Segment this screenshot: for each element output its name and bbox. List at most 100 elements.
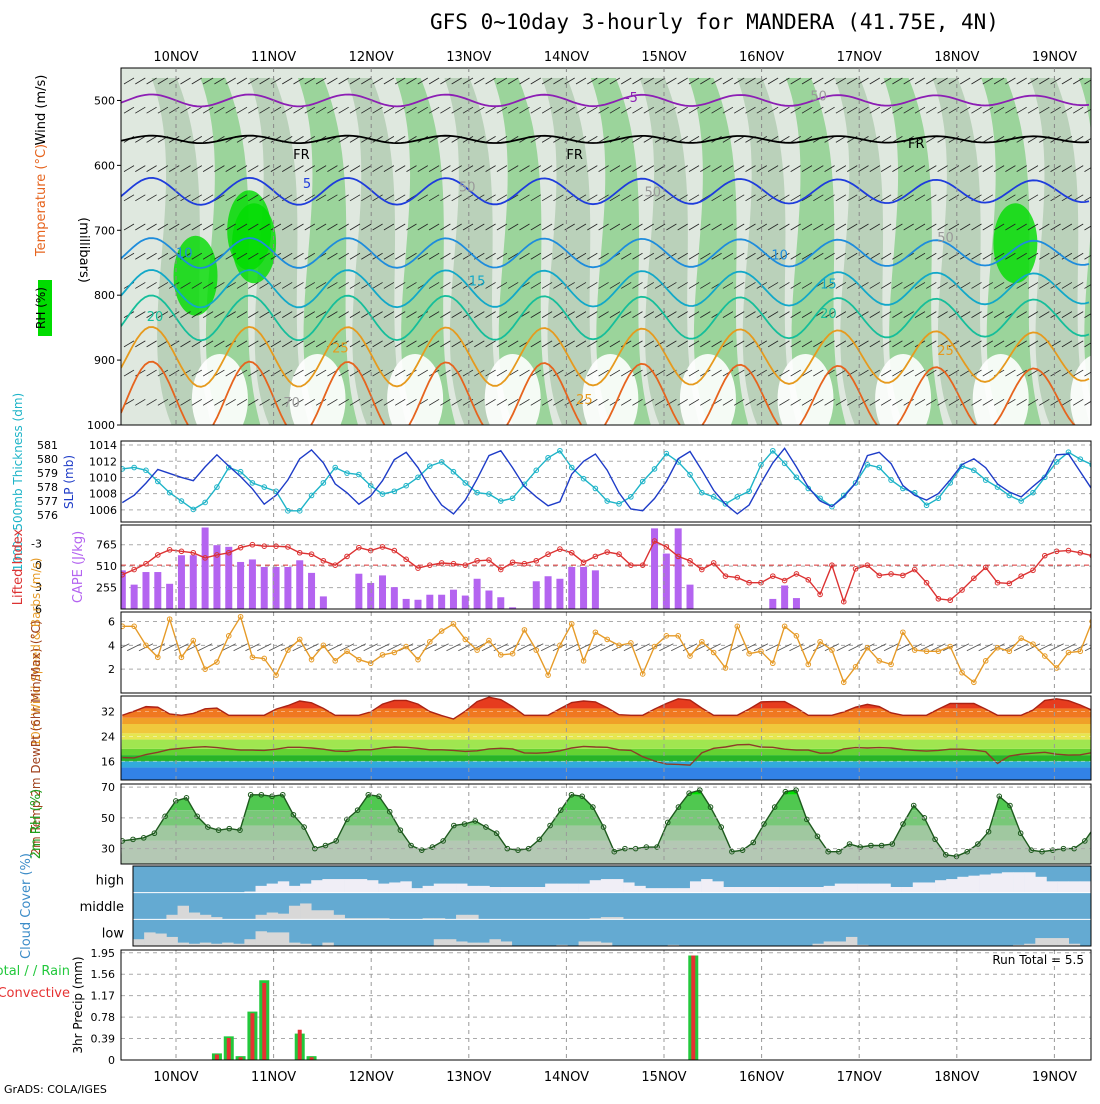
thickness-line-point-27 — [438, 459, 445, 465]
wind-barb — [315, 106, 327, 114]
wind-barb — [587, 340, 598, 348]
wind-barb — [304, 106, 316, 114]
wind-barb — [903, 165, 914, 172]
cape-bar-15 — [296, 560, 304, 609]
wind-barb — [835, 106, 847, 114]
wind-barb — [428, 282, 440, 289]
wind-barb — [700, 311, 711, 318]
thickness-line-point-46 — [663, 450, 670, 457]
wind-barb — [745, 311, 756, 318]
wind-barb — [598, 340, 609, 348]
wind-barb — [281, 106, 293, 114]
rh-line-point-40 — [547, 822, 553, 829]
wind-barb — [180, 194, 191, 202]
thickness-line-point-11 — [249, 480, 256, 486]
wind-barb — [338, 252, 349, 260]
wind-barb — [677, 77, 688, 85]
wind-barb — [982, 136, 994, 143]
wind-speed-line-point-27 — [438, 628, 445, 634]
wind-barb — [270, 165, 282, 172]
wind-barb — [959, 398, 971, 406]
wind-speed-line-point-56 — [781, 623, 788, 630]
wind-barb — [993, 282, 1005, 289]
wind-barb — [361, 398, 372, 406]
wind-barb — [485, 369, 496, 377]
wind-barb — [677, 106, 688, 114]
li-line-point-44 — [639, 562, 646, 568]
cloud-middle-11 — [255, 914, 267, 920]
wind-barb — [315, 77, 327, 85]
wind-barb — [1061, 223, 1073, 231]
li-line-point-32 — [497, 566, 504, 573]
thickness-tick-578: 578 — [37, 481, 58, 494]
wind-barb — [315, 369, 327, 377]
wind-speed-line-point-62 — [852, 663, 859, 670]
wind-barb — [1061, 136, 1073, 143]
wind-speed-line-point-54 — [758, 648, 764, 655]
wind-barb — [214, 165, 225, 172]
cloud-low-7 — [210, 943, 223, 946]
cloud-high-21 — [366, 880, 379, 893]
wind-barb — [462, 106, 474, 114]
wind-barb — [609, 106, 621, 114]
cloud-high-53 — [723, 887, 735, 893]
rh-legend-swatch — [38, 280, 52, 336]
contour-label-0: -5 — [625, 91, 638, 106]
wind-barb — [813, 223, 824, 231]
thickness-line-point-41 — [604, 498, 611, 504]
wind-barb — [700, 106, 711, 114]
cloud-high-81 — [1035, 876, 1047, 893]
wind-barb — [519, 398, 530, 406]
wind-barb — [790, 282, 801, 289]
cape-bar-46 — [662, 553, 670, 609]
wind-barb — [349, 77, 361, 85]
wind-barb — [1005, 223, 1016, 231]
wind-barb-16 — [304, 643, 319, 652]
wind-barb — [259, 252, 270, 260]
wind-barb — [733, 77, 745, 85]
wind-barb — [304, 77, 316, 85]
wind-barb — [225, 369, 236, 377]
wind-barb — [688, 340, 700, 348]
thickness-line-point-37 — [557, 447, 563, 454]
wind-barb — [259, 77, 270, 85]
li-line-point-37 — [557, 546, 563, 552]
cape-bar-31 — [485, 590, 493, 609]
li-line-point-3 — [155, 552, 161, 558]
wind-barb — [598, 136, 609, 143]
wind-barb — [733, 311, 745, 318]
wind-barb — [880, 398, 892, 406]
wind-barb — [202, 77, 214, 85]
date-label-bottom-12NOV: 12NOV — [349, 1070, 394, 1085]
wind-barb — [315, 311, 327, 318]
thickness-line-point-78 — [1042, 474, 1048, 481]
precip-legend-conv: Convective — [0, 986, 70, 1001]
wind-barb — [180, 77, 191, 85]
thickness-line-point-16 — [308, 492, 315, 499]
date-axis-bottom: 10NOV 11NOV 12NOV 13NOV 14NOV 15NOV 16NOV 17NOV… — [153, 1070, 1077, 1085]
wind-barb — [180, 340, 191, 348]
wind-barb — [688, 136, 700, 143]
thickness-line-point-62 — [852, 480, 859, 486]
wind-barb — [146, 252, 157, 260]
cape-bar-10 — [237, 561, 245, 609]
wind-speed-line-point-24 — [403, 643, 409, 650]
li-line-point-15 — [296, 549, 303, 556]
wind-speed-line-point-72 — [971, 679, 977, 686]
wind-barb-19 — [339, 643, 355, 652]
li-tick-0: 0 — [35, 559, 42, 572]
rh-axis-title: 2m RH (%) — [29, 789, 44, 860]
wind-barb — [394, 136, 406, 143]
thickness-line-point-5 — [178, 498, 185, 504]
wind-barb-30 — [469, 643, 485, 652]
wind-barb — [892, 311, 903, 318]
wind-barb — [394, 106, 406, 114]
wind-barb — [620, 77, 632, 85]
li-line-point-52 — [734, 574, 741, 581]
cloud-middle-6 — [199, 914, 212, 920]
temp-band-8 — [121, 708, 1091, 718]
wind-barb — [474, 340, 485, 348]
wind-speed-line-point-26 — [427, 638, 433, 645]
wind-speed-line-point-61 — [840, 679, 847, 686]
wind-barb — [711, 106, 722, 114]
